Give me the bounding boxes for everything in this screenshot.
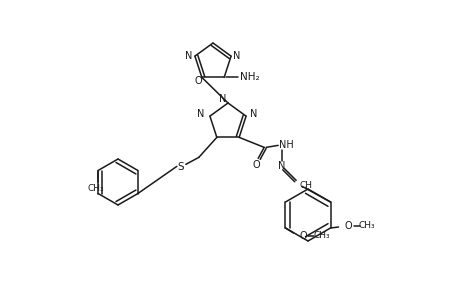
Text: NH: NH [278, 140, 293, 150]
Text: N: N [219, 94, 226, 104]
Text: N: N [185, 51, 192, 61]
Text: O: O [252, 160, 259, 170]
Text: N: N [197, 109, 204, 119]
Text: CH₃: CH₃ [358, 221, 374, 230]
Text: S: S [177, 162, 184, 172]
Text: N: N [278, 161, 285, 171]
Text: N: N [250, 109, 257, 119]
Text: CH₃: CH₃ [313, 232, 329, 241]
Text: CH₃: CH₃ [88, 184, 104, 193]
Text: O: O [299, 231, 307, 241]
Text: O: O [194, 76, 201, 86]
Text: NH₂: NH₂ [240, 72, 259, 82]
Text: O: O [344, 221, 352, 231]
Text: N: N [233, 51, 240, 61]
Text: CH: CH [299, 181, 312, 190]
